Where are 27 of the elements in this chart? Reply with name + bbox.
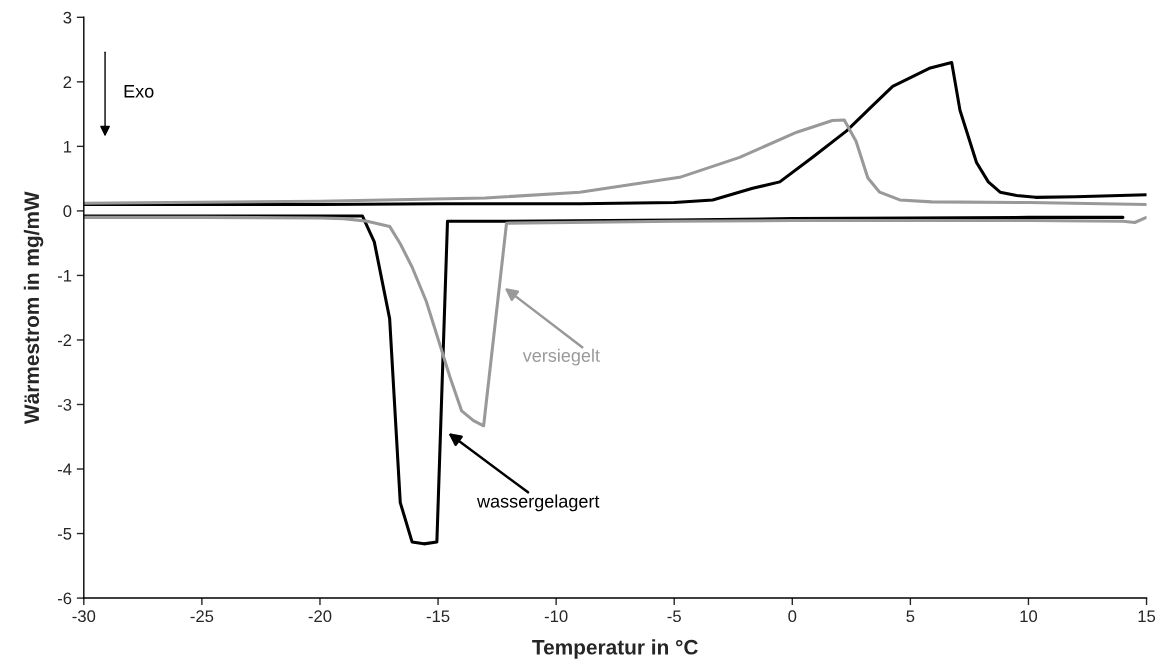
x-tick-label: -5 (667, 610, 681, 623)
y-tick-label: -3 (57, 398, 72, 411)
x-tick-label: -30 (72, 610, 96, 623)
x-tick-label: -15 (426, 610, 450, 623)
y-axis-title: Wärmestrom in mg/mW (23, 191, 44, 425)
x-tick-label: -20 (308, 610, 332, 623)
y-tick-label: 0 (63, 205, 72, 218)
annotation: versiegelt (522, 348, 600, 366)
annotation: wassergelagert (476, 494, 600, 512)
y-tick-label: -2 (57, 334, 72, 346)
y-tick-label: 1 (64, 140, 72, 153)
x-tick-label: 0 (788, 610, 797, 623)
x-tick-label: 10 (1020, 610, 1038, 623)
y-tick-label: -6 (57, 592, 72, 605)
line-series (83, 118, 1147, 206)
x-tick-label: -25 (190, 610, 214, 623)
annotation: Exo (124, 85, 154, 98)
x-tick-label: 15 (1138, 610, 1156, 623)
y-tick-label: -1 (57, 270, 72, 282)
x-axis-title: Temperatur in °C (532, 639, 698, 659)
x-tick-label: 5 (906, 610, 915, 623)
y-tick-label: 2 (63, 76, 72, 88)
y-tick-label: -5 (57, 528, 72, 540)
y-tick-label: -4 (57, 463, 72, 476)
line-series (83, 215, 1147, 428)
x-tick-label: -10 (544, 610, 568, 623)
y-tick-label: 3 (63, 11, 72, 24)
